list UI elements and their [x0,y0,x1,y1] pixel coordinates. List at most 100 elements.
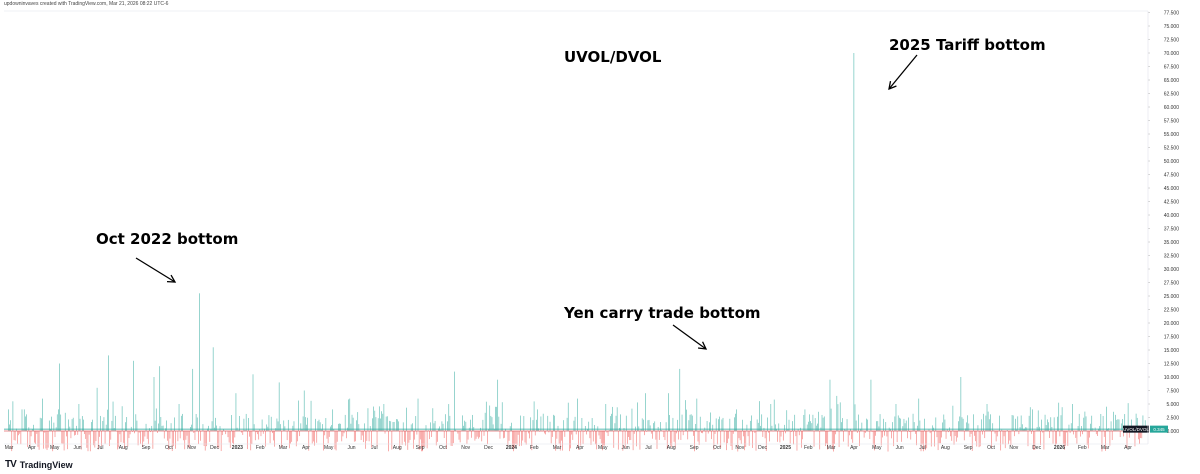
data-bar [191,425,192,431]
x-tick-label: 2023 [232,445,243,451]
x-tick-label: Mar [1101,445,1110,451]
data-bar [187,431,188,436]
data-bar [322,424,323,431]
data-bar [1080,431,1081,437]
x-tick-label: Feb [1078,445,1087,451]
data-bar [839,431,840,447]
tradingview-logo[interactable]: TV TradingView [5,459,73,470]
data-bar [880,414,881,431]
data-bar [242,431,243,435]
data-bar [363,431,364,442]
data-bar [410,431,411,440]
data-bar [384,404,385,431]
x-tick-label: Aug [941,445,950,451]
annotations: UVOL/DVOL 2025 Tariff bottom Oct 2022 bott… [96,36,1046,349]
data-bar [445,414,446,431]
data-bar [373,407,374,431]
data-bar [430,422,431,431]
data-bar [974,431,975,436]
arrow-yen-carry [673,325,706,349]
data-bar [916,431,917,445]
data-bar [140,431,141,444]
data-bar [652,431,653,439]
data-bar [695,424,696,431]
data-bar [569,431,570,451]
data-bar [605,404,606,431]
data-bar [613,431,614,448]
data-bar [361,431,362,440]
data-bar [234,431,235,437]
data-bar [572,431,573,440]
data-bar [407,431,408,450]
y-axis[interactable]: 0.000 2.500 5.000 7.500 10.000 12.500 15.000 17… [1148,10,1179,435]
data-bar [184,431,185,449]
data-bar [249,431,250,437]
data-bar [343,431,344,436]
data-bar [38,431,39,447]
data-bar [978,425,979,431]
data-bar [156,408,157,431]
data-bar [747,425,748,431]
y-tick-label: 35.000 [1164,240,1180,246]
data-bar [692,416,693,431]
data-bar [608,431,609,436]
data-bar [18,431,19,435]
y-tick-label: 47.500 [1164,172,1180,178]
data-bar [1072,404,1073,431]
data-bar [274,431,275,447]
x-tick-label: Jul [371,445,377,451]
data-bar [444,431,445,438]
data-bar [66,431,67,436]
data-bar [409,431,410,443]
data-bar [153,431,154,449]
data-bar [231,415,232,431]
data-bar [1120,431,1121,437]
data-bar [97,388,98,431]
data-bar [398,421,399,431]
data-bar [208,426,209,431]
data-bar [459,431,460,440]
data-bar [953,406,954,431]
data-bar [270,431,271,443]
data-bar [1056,431,1057,444]
data-bar [871,380,872,431]
y-tick-label: 25.000 [1164,294,1180,300]
x-tick-label: Apr [850,445,858,451]
data-bar [1104,431,1105,437]
data-bar [830,380,831,431]
data-bar [922,431,923,445]
data-bar [740,431,741,440]
x-tick-label: Dec [484,445,493,451]
tradingview-brand-name: TradingView [20,460,73,470]
data-bar [818,412,819,431]
data-bar [819,431,820,449]
data-bar [213,347,214,431]
data-bar [537,409,538,431]
data-bar [1004,431,1005,436]
data-bar [170,431,171,439]
data-bar [113,402,114,431]
data-bar [175,431,176,449]
data-bar [439,426,440,431]
data-bar [1049,431,1050,438]
data-bar [996,431,997,441]
data-bar [21,431,22,444]
data-bar [553,415,554,431]
arrow-tariff [889,55,917,89]
data-bar [1085,412,1086,431]
data-bar [294,421,295,431]
data-bar [557,431,558,439]
data-bar [352,415,353,431]
data-bar [1053,431,1054,444]
data-bar [793,431,794,444]
data-bar [879,426,880,431]
data-bar [685,400,686,431]
x-axis[interactable]: Mar Apr May Jun Jul Aug Sep Oct Nov Dec 2023 Feb Mar… [5,445,1133,451]
data-bar [968,423,969,431]
data-bar [429,431,430,439]
data-bar [682,415,683,431]
data-bar [339,423,340,431]
data-bar [696,399,697,431]
y-tick-label: 75.000 [1164,24,1180,30]
